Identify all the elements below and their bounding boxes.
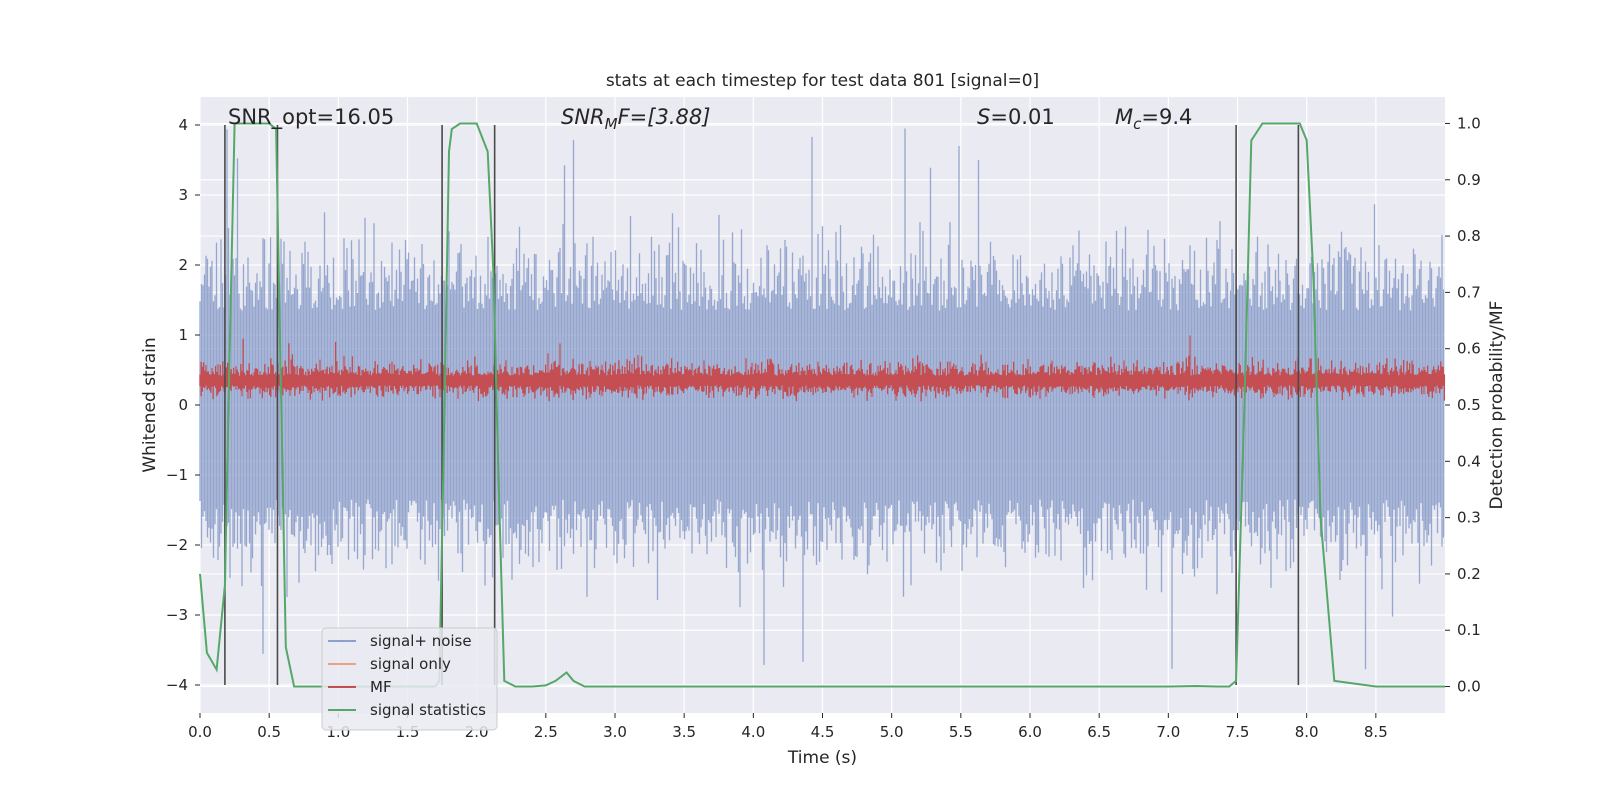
y-right-tick-label: 0.4	[1457, 452, 1481, 470]
series-mf	[199, 335, 1446, 402]
x-tick-label: 5.5	[949, 723, 973, 741]
noise-trace	[199, 128, 1445, 670]
y-tick-label: −4	[166, 676, 188, 694]
x-tick-label: 5.0	[880, 723, 904, 741]
legend-label: signal+ noise	[370, 632, 472, 650]
annotation-mc: Mc=9.4	[1115, 105, 1192, 133]
annotation-s-label: S	[977, 105, 990, 129]
y-tick-label: 1	[178, 326, 188, 344]
x-tick-label: 8.5	[1364, 723, 1388, 741]
annotation-mc-label: M	[1115, 105, 1133, 129]
x-tick-label: 4.0	[741, 723, 765, 741]
legend: signal+ noise signal only MF signal statist…	[321, 627, 498, 731]
y-tick-label: 3	[178, 186, 188, 204]
annotation-mc-value: =9.4	[1141, 105, 1192, 129]
x-tick-label: 7.5	[1226, 723, 1250, 741]
annotation-s: S=0.01	[977, 105, 1055, 129]
y-tick-label: 2	[178, 256, 188, 274]
x-axis-label: Time (s)	[787, 748, 857, 768]
legend-label: signal statistics	[370, 701, 486, 719]
x-tick-label: 4.5	[811, 723, 835, 741]
legend-label: MF	[370, 678, 392, 696]
y-right-tick-label: 1.0	[1457, 114, 1481, 132]
y-axis-label: Whitened strain	[140, 337, 160, 472]
y-right-tick-label: 0.1	[1457, 621, 1481, 639]
y-tick-label: −1	[166, 466, 188, 484]
x-tick-label: 6.5	[1087, 723, 1111, 741]
x-tick-label: 2.5	[534, 723, 558, 741]
y-right-tick-label: 0.9	[1457, 171, 1481, 189]
y-right-tick-label: 0.6	[1457, 340, 1481, 358]
x-tick-label: 3.0	[603, 723, 627, 741]
y-tick-label: −3	[166, 606, 188, 624]
y-right-tick-label: 0.3	[1457, 509, 1481, 527]
x-tick-label: 7.0	[1156, 723, 1180, 741]
annotation-s-value: =0.01	[990, 105, 1054, 129]
y-axis-right-label: Detection probability/MF	[1487, 301, 1507, 510]
y-right-tick-label: 0.2	[1457, 565, 1481, 583]
y-right-tick-label: 0.7	[1457, 283, 1481, 301]
y-right-tick-label: 0.8	[1457, 227, 1481, 245]
y-right-tick-label: 0.0	[1457, 678, 1481, 696]
x-tick-label: 8.0	[1295, 723, 1319, 741]
y-tick-label: −2	[166, 536, 188, 554]
annotation-snr-mf-rest: F=[3.88]	[618, 105, 711, 129]
signal-statistics-line	[199, 122, 1445, 688]
x-tick-label: 6.0	[1018, 723, 1042, 741]
annotation-snr-mf: SNRMF=[3.88]	[561, 105, 710, 133]
legend-box	[321, 627, 498, 731]
x-tick-label: 3.5	[672, 723, 696, 741]
annotation-mc-sub: c	[1133, 115, 1142, 133]
series-signal-noise	[199, 128, 1445, 670]
annotation-snr-mf-label: SNR	[561, 105, 605, 129]
x-tick-label: 0.5	[257, 723, 281, 741]
y-tick-label: 4	[178, 116, 188, 134]
x-tick-label: 0.0	[188, 723, 212, 741]
legend-label: signal only	[370, 655, 451, 673]
axes: 0.0 0.5 1.0 1.5 2.0 2.5 3.0 3.5 4.0 4.5 5.0 5.5 6.0 6…	[166, 114, 1481, 741]
chart-title: stats at each timestep for test data 801…	[606, 71, 1039, 91]
annotation-snr-opt: SNR_opt=16.05	[228, 105, 394, 130]
y-tick-label: 0	[178, 396, 188, 414]
mf-trace	[199, 335, 1446, 402]
annotation-snr-mf-sub: M	[605, 115, 618, 133]
y-right-tick-label: 0.5	[1457, 396, 1481, 414]
series-signal-statistics	[199, 122, 1445, 688]
